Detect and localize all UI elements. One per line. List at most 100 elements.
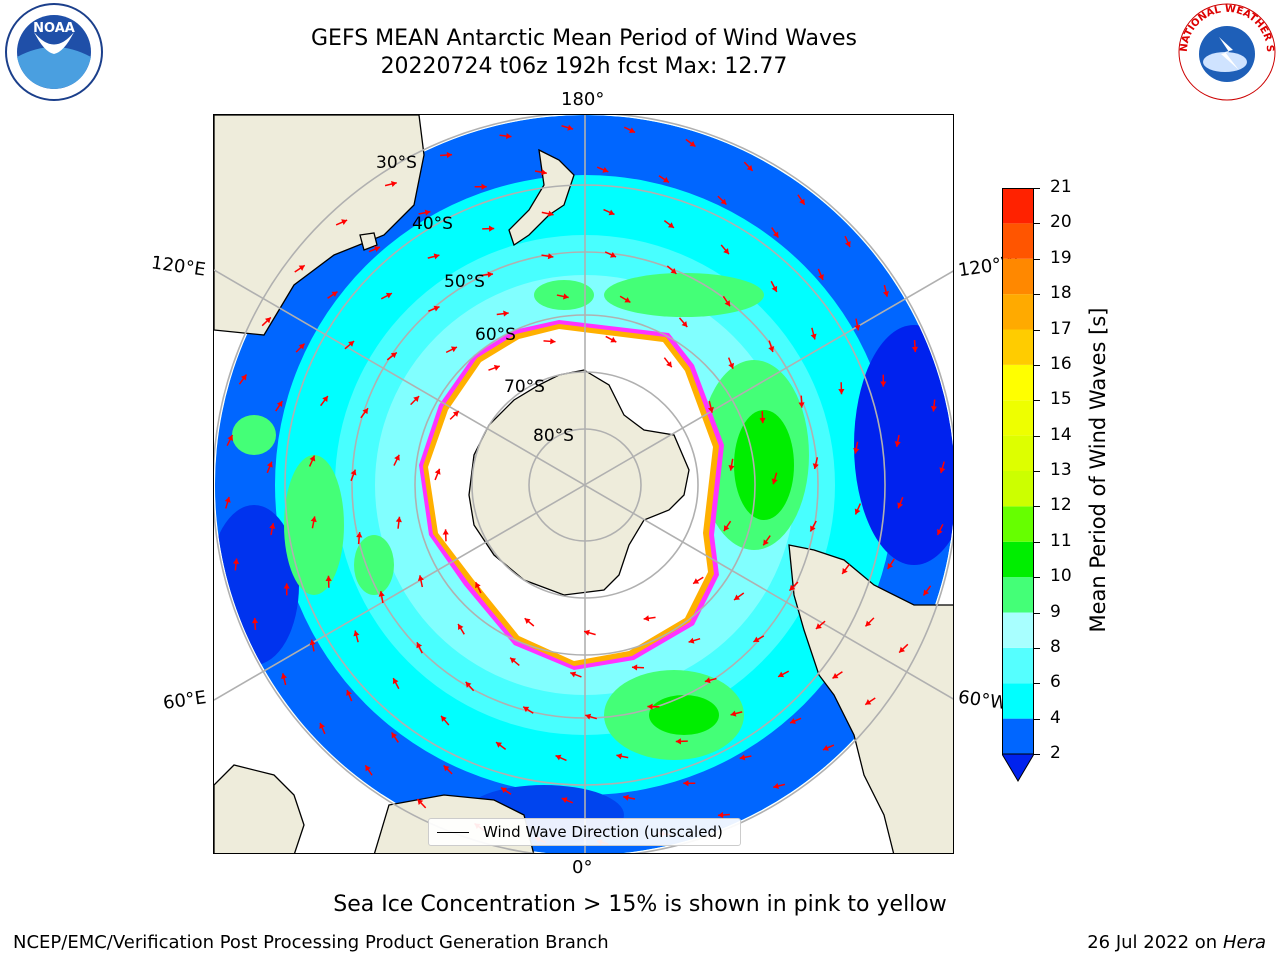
wind-arrow-head (353, 630, 360, 637)
wind-arrow-head (643, 615, 650, 622)
colorbar-tick-mark (1034, 506, 1040, 508)
wind-arrow-head (561, 797, 568, 804)
wind-arrow-head (923, 589, 930, 596)
wind-arrow-head (720, 198, 727, 205)
wind-arrow-head (746, 164, 753, 171)
legend-label: Wind Wave Direction (unscaled) (483, 823, 723, 841)
wind-arrow-head (723, 248, 729, 255)
wind-arrow-head (442, 529, 449, 535)
colorbar-tick-label: 4 (1050, 707, 1061, 728)
footer-date: 26 Jul 2022 on Hera (1087, 932, 1266, 953)
wind-arrow-head (487, 271, 494, 278)
wind-arrow-head (567, 124, 574, 131)
colorbar-cell (1002, 364, 1034, 401)
colorbar-tick-mark (1034, 718, 1040, 720)
wind-arrow-head (623, 794, 629, 801)
wind-arrow-head (280, 673, 288, 679)
noaa-logo-text: NOAA (33, 21, 75, 36)
wind-arrow-head (768, 346, 775, 353)
colorbar-cell (1002, 647, 1034, 684)
colorbar-tick-mark (1034, 188, 1040, 189)
wind-arrow-head (854, 508, 861, 515)
colorbar-tick-label: 11 (1050, 530, 1072, 551)
wind-arrow-head (753, 636, 760, 643)
colorbar-tick-mark (1034, 400, 1040, 402)
lat-label-50s: 50°S (444, 272, 485, 292)
wind-arrow-head (416, 642, 423, 649)
wind-arrow-head (662, 176, 669, 183)
wind-arrow-head (704, 677, 711, 684)
ocean-field (215, 115, 953, 853)
wind-arrow-head (424, 209, 431, 216)
colorbar-cell (1002, 435, 1034, 471)
wind-arrow-head (815, 623, 822, 629)
colorbar-tick-mark (1034, 294, 1040, 296)
wind-arrow-head (693, 578, 700, 584)
colorbar-tick-mark (1034, 541, 1040, 543)
lat-label-30s: 30°S (376, 153, 417, 173)
wind-arrow-head (681, 321, 688, 327)
wind-arrows (224, 124, 946, 846)
lat-label-80s: 80°S (533, 426, 574, 446)
wind-arrow-head (269, 523, 276, 529)
wind-arrow-head (325, 575, 332, 582)
colorbar-tick-mark (1034, 683, 1040, 685)
lat-label-60s: 60°S (475, 325, 516, 345)
wind-arrow-head (240, 374, 247, 381)
wind-arrow-head (443, 765, 450, 772)
wind-arrow-head (417, 575, 424, 581)
wind-arrow-head (251, 617, 259, 624)
nws-logo: NATIONAL WEATHER SERVICE (1173, 0, 1277, 102)
colorbar-cell (1002, 400, 1034, 436)
wind-arrow-head (224, 496, 231, 503)
wind-arrow-head (610, 251, 617, 258)
colorbar-tick-mark (1034, 364, 1040, 366)
colorbar-tick-label: 14 (1050, 424, 1072, 445)
map-canvas (214, 115, 953, 853)
colorbar-cell (1002, 471, 1034, 507)
colorbar-tick-mark (1034, 577, 1040, 579)
lon-label-0: 0° (572, 857, 593, 878)
wind-arrow-head (728, 465, 735, 471)
wind-arrow-head (842, 567, 848, 574)
colorbar-tick-label: 13 (1050, 460, 1072, 480)
wind-arrow-head (348, 341, 355, 347)
wind-arrow-head (688, 637, 695, 644)
colorbar-tick-mark (1034, 647, 1040, 649)
wind-arrow-head (503, 310, 509, 317)
footer-credit: NCEP/EMC/Verification Post Processing Pr… (13, 932, 609, 953)
wind-arrow-head (264, 317, 271, 324)
wind-arrow-head (547, 253, 554, 260)
wind-arrow-head (391, 180, 397, 188)
wind-arrow-head (610, 336, 617, 343)
colorbar-tick-mark (1034, 754, 1040, 755)
wind-arrow-head (666, 361, 672, 368)
wind-arrow-head (771, 285, 778, 292)
wind-arrow-head (845, 241, 851, 248)
colorbar-tick-label: 21 (1050, 177, 1072, 197)
wind-arrow-head (773, 782, 779, 790)
colorbar-tick-label: 20 (1050, 212, 1072, 233)
colorbar-tick-label: 17 (1050, 318, 1072, 339)
wind-arrow-head (378, 591, 385, 597)
colorbar-extend-arrow (1002, 753, 1034, 782)
wind-arrow-head (894, 441, 901, 447)
lon-label-180: 180° (561, 89, 605, 110)
wind-arrow-head (853, 447, 860, 454)
legend-line-icon (437, 831, 469, 833)
wind-arrow-head (390, 352, 397, 359)
wind-arrow-head (541, 169, 547, 176)
wind-arrow-head (309, 639, 316, 646)
colorbar-tick-label: 9 (1050, 601, 1061, 622)
wind-arrow-head (446, 151, 453, 159)
wind-arrow-head (897, 502, 904, 509)
wind-arrow-head (939, 467, 946, 474)
wind-arrow-head (730, 710, 737, 717)
colorbar-tick-label: 2 (1050, 743, 1061, 763)
wind-arrow-head (739, 754, 746, 761)
wind-arrow-head (812, 463, 819, 469)
wind-arrow-head (899, 646, 906, 653)
wind-arrow-head (555, 754, 562, 761)
wind-arrow-head (930, 406, 938, 412)
wind-arrow-head (585, 713, 592, 720)
